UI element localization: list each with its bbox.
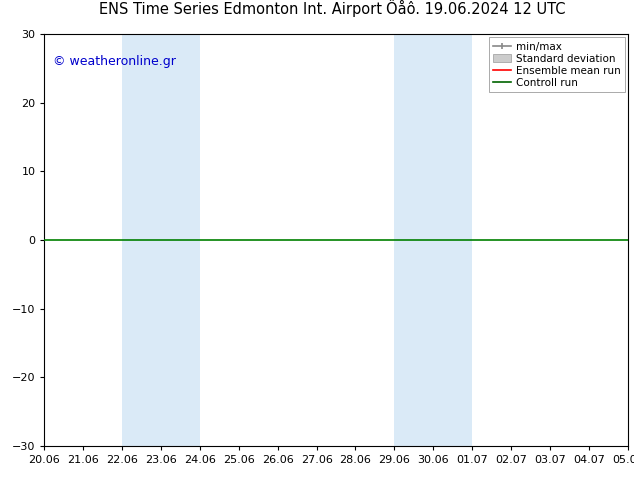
Bar [122,34,200,446]
Text: ENS Time Series Edmonton Int. Airport: ENS Time Series Edmonton Int. Airport [100,2,382,17]
Legend: min/max, Standard deviation, Ensemble mean run, Controll run: min/max, Standard deviation, Ensemble me… [489,37,624,92]
Text: © weatheronline.gr: © weatheronline.gr [53,55,176,68]
Text: Ôåô. 19.06.2024 12 UTC: Ôåô. 19.06.2024 12 UTC [385,2,566,17]
Bar [394,34,472,446]
